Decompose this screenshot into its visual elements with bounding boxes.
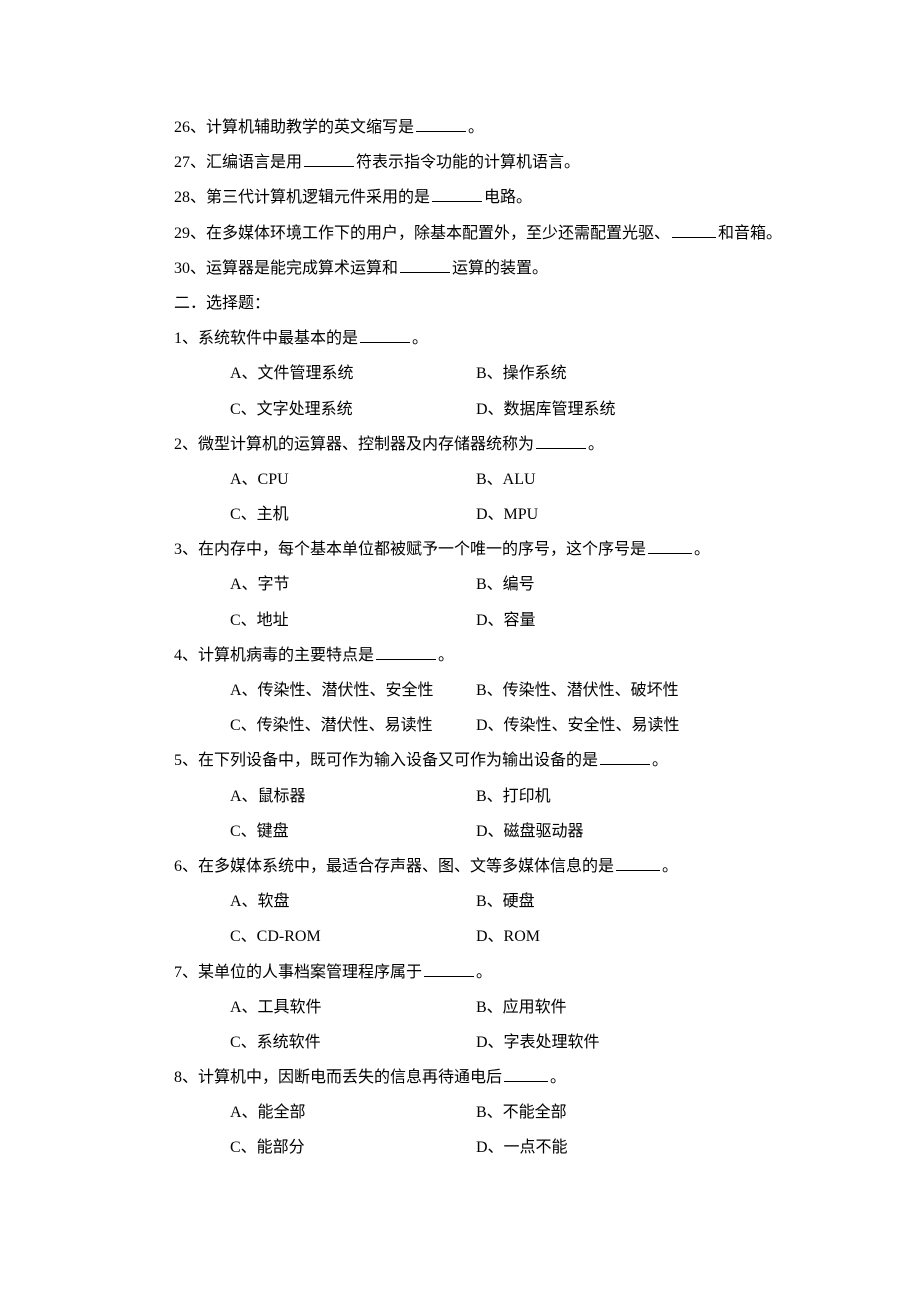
q4-opt-a: A、传染性、潜伏性、安全性 (230, 673, 476, 708)
mc-q3-stem: 3、在内存中，每个基本单位都被赋予一个唯一的序号，这个序号是 。 (174, 532, 820, 567)
q6-opt-a: A、软盘 (230, 884, 476, 919)
q27-pre: 27、汇编语言是用 (174, 154, 302, 171)
blank (304, 150, 354, 167)
blank (616, 854, 660, 871)
q5-opt-a: A、鼠标器 (230, 779, 476, 814)
q2-opt-b: B、ALU (476, 462, 820, 497)
q2-post: 。 (588, 436, 604, 453)
q2-opt-d: D、MPU (476, 497, 820, 532)
mc-q7-options: A、工具软件B、应用软件 C、系统软件D、字表处理软件 (174, 990, 820, 1060)
q5-pre: 5、在下列设备中，既可作为输入设备又可作为输出设备的是 (174, 752, 598, 769)
q3-post: 。 (694, 541, 710, 558)
q3-opt-b: B、编号 (476, 567, 820, 602)
q7-opt-d: D、字表处理软件 (476, 1025, 820, 1060)
q1-pre: 1、系统软件中最基本的是 (174, 330, 358, 347)
blank (424, 960, 474, 977)
q27-post: 符表示指令功能的计算机语言。 (356, 154, 580, 171)
q7-opt-c: C、系统软件 (230, 1025, 476, 1060)
section-2-heading: 二．选择题： (174, 286, 820, 321)
blank (536, 432, 586, 449)
blank (360, 326, 410, 343)
q4-post: 。 (438, 647, 454, 664)
q3-opt-c: C、地址 (230, 603, 476, 638)
mc-q7-stem: 7、某单位的人事档案管理程序属于 。 (174, 955, 820, 990)
q30-post: 运算的装置。 (452, 260, 548, 277)
blank (376, 643, 436, 660)
q4-opt-c: C、传染性、潜伏性、易读性 (230, 708, 476, 743)
q8-opt-a: A、能全部 (230, 1095, 476, 1130)
mc-q5-stem: 5、在下列设备中，既可作为输入设备又可作为输出设备的是 。 (174, 743, 820, 778)
blank (672, 221, 716, 238)
q2-pre: 2、微型计算机的运算器、控制器及内存储器统称为 (174, 436, 534, 453)
blank (648, 537, 692, 554)
q3-opt-a: A、字节 (230, 567, 476, 602)
mc-q1-options: A、文件管理系统B、操作系统 C、文字处理系统D、数据库管理系统 (174, 356, 820, 426)
q6-opt-c: C、CD-ROM (230, 919, 476, 954)
q3-opt-d: D、容量 (476, 603, 820, 638)
mc-q5-options: A、鼠标器B、打印机 C、键盘D、磁盘驱动器 (174, 779, 820, 849)
exam-page: 26、计算机辅助教学的英文缩写是。 27、汇编语言是用符表示指令功能的计算机语言… (0, 0, 920, 1302)
q30-pre: 30、运算器是能完成算术运算和 (174, 260, 398, 277)
q8-pre: 8、计算机中，因断电而丢失的信息再待通电后 (174, 1069, 502, 1086)
blank (600, 748, 650, 765)
q1-opt-b: B、操作系统 (476, 356, 820, 391)
q8-opt-c: C、能部分 (230, 1130, 476, 1165)
q6-opt-d: D、ROM (476, 919, 820, 954)
q7-opt-a: A、工具软件 (230, 990, 476, 1025)
mc-q4-options: A、传染性、潜伏性、安全性B、传染性、潜伏性、破坏性 C、传染性、潜伏性、易读性… (174, 673, 820, 743)
mc-q4-stem: 4、计算机病毒的主要特点是 。 (174, 638, 820, 673)
mc-q2-stem: 2、微型计算机的运算器、控制器及内存储器统称为 。 (174, 427, 820, 462)
mc-q6-stem: 6、在多媒体系统中，最适合存声器、图、文等多媒体信息的是 。 (174, 849, 820, 884)
q2-opt-a: A、CPU (230, 462, 476, 497)
q1-post: 。 (412, 330, 428, 347)
q8-opt-d: D、一点不能 (476, 1130, 820, 1165)
q6-pre: 6、在多媒体系统中，最适合存声器、图、文等多媒体信息的是 (174, 858, 614, 875)
q5-opt-c: C、键盘 (230, 814, 476, 849)
q8-opt-b: B、不能全部 (476, 1095, 820, 1130)
blank (416, 115, 466, 132)
q7-post: 。 (476, 964, 492, 981)
q6-post: 。 (662, 858, 678, 875)
mc-q8-options: A、能全部B、不能全部 C、能部分D、一点不能 (174, 1095, 820, 1165)
q7-pre: 7、某单位的人事档案管理程序属于 (174, 964, 422, 981)
q4-pre: 4、计算机病毒的主要特点是 (174, 647, 374, 664)
fill-q30: 30、运算器是能完成算术运算和 运算的装置。 (174, 251, 820, 286)
q4-opt-b: B、传染性、潜伏性、破坏性 (476, 673, 820, 708)
q28-pre: 28、第三代计算机逻辑元件采用的是 (174, 189, 430, 206)
q26-post: 。 (468, 119, 484, 136)
q1-opt-c: C、文字处理系统 (230, 392, 476, 427)
blank (432, 185, 482, 202)
mc-q8-stem: 8、计算机中，因断电而丢失的信息再待通电后 。 (174, 1060, 820, 1095)
q26-pre: 26、计算机辅助教学的英文缩写是 (174, 119, 414, 136)
fill-q27: 27、汇编语言是用 符表示指令功能的计算机语言。 (174, 145, 820, 180)
fill-q29: 29、在多媒体环境工作下的用户，除基本配置外，至少还需配置光驱、 和音箱。 (174, 216, 820, 251)
q28-post: 电路。 (484, 189, 532, 206)
mc-q2-options: A、CPUB、ALU C、主机D、MPU (174, 462, 820, 532)
mc-q1-stem: 1、系统软件中最基本的是 。 (174, 321, 820, 356)
blank (400, 256, 450, 273)
q29-post: 和音箱。 (718, 225, 782, 242)
q4-opt-d: D、传染性、安全性、易读性 (476, 708, 820, 743)
q7-opt-b: B、应用软件 (476, 990, 820, 1025)
q1-opt-d: D、数据库管理系统 (476, 392, 820, 427)
q2-opt-c: C、主机 (230, 497, 476, 532)
mc-q6-options: A、软盘B、硬盘 C、CD-ROMD、ROM (174, 884, 820, 954)
q5-opt-d: D、磁盘驱动器 (476, 814, 820, 849)
q5-post: 。 (652, 752, 668, 769)
q29-pre: 29、在多媒体环境工作下的用户，除基本配置外，至少还需配置光驱、 (174, 225, 670, 242)
q6-opt-b: B、硬盘 (476, 884, 820, 919)
q3-pre: 3、在内存中，每个基本单位都被赋予一个唯一的序号，这个序号是 (174, 541, 646, 558)
blank (504, 1065, 548, 1082)
fill-q28: 28、第三代计算机逻辑元件采用的是 电路。 (174, 180, 820, 215)
mc-q3-options: A、字节B、编号 C、地址D、容量 (174, 567, 820, 637)
q1-opt-a: A、文件管理系统 (230, 356, 476, 391)
fill-q26: 26、计算机辅助教学的英文缩写是 。 (174, 110, 820, 145)
q8-post: 。 (550, 1069, 566, 1086)
q5-opt-b: B、打印机 (476, 779, 820, 814)
